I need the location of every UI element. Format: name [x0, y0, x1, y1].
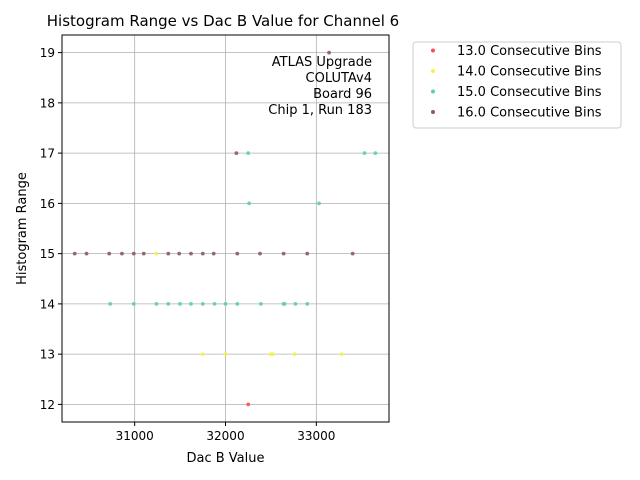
legend-marker [431, 69, 435, 73]
data-point-series-2 [108, 301, 113, 306]
data-point-series-2 [373, 151, 378, 156]
data-point-series-3 [177, 251, 182, 256]
y-tick-label: 14 [40, 297, 55, 311]
data-point-series-2 [282, 301, 287, 306]
data-point-series-1 [154, 251, 159, 256]
y-tick-label: 17 [40, 147, 55, 161]
data-point-series-2 [362, 151, 367, 156]
data-point-series-3 [234, 151, 239, 156]
data-point-series-1 [339, 352, 344, 357]
legend-marker [431, 110, 435, 114]
x-tick-label: 32000 [206, 429, 244, 443]
y-tick-label: 18 [40, 96, 55, 110]
data-point-series-0 [246, 402, 251, 407]
data-point-series-2 [223, 301, 228, 306]
legend: 13.0 Consecutive Bins 14.0 Consecutive Bi… [412, 41, 622, 129]
data-point-series-3 [120, 251, 124, 256]
x-tick-label: 33000 [297, 429, 335, 443]
y-tick-label: 19 [40, 46, 55, 60]
data-point-series-3 [281, 251, 286, 256]
data-point-series-2 [259, 301, 263, 306]
y-tick-label: 13 [40, 348, 55, 362]
x-tick-label: 31000 [116, 429, 154, 443]
legend-label: 15.0 Consecutive Bins [457, 85, 602, 100]
data-point-series-2 [200, 301, 205, 306]
y-axis-label: Histogram Range [15, 172, 30, 285]
data-point-series-2 [235, 301, 240, 306]
y-tick-label: 16 [40, 197, 55, 211]
data-point-series-2 [317, 201, 321, 206]
legend-label: 14.0 Consecutive Bins [457, 65, 602, 80]
data-point-series-2 [293, 301, 298, 306]
axis-ticks: 31000 32000 33000 12 13 14 15 16 17 18 19 [40, 46, 336, 443]
data-point-series-2 [178, 301, 182, 306]
data-point-series-3 [258, 251, 262, 256]
data-point-series-3 [131, 251, 136, 256]
data-point-series-3 [235, 251, 240, 256]
data-point-series-3 [72, 251, 77, 256]
x-axis-label: Dac B Value [186, 451, 264, 466]
data-points [72, 50, 378, 407]
legend-marker [431, 89, 435, 94]
data-point-series-2 [189, 301, 193, 306]
data-point-series-2 [212, 301, 217, 306]
data-point-series-1 [223, 352, 228, 357]
y-tick-label: 12 [40, 398, 55, 412]
data-point-series-3 [84, 251, 89, 256]
data-point-series-3 [350, 251, 355, 256]
data-point-series-3 [211, 251, 216, 256]
data-point-series-2 [154, 301, 159, 306]
data-point-series-3 [166, 251, 171, 256]
annotation-line: Chip 1, Run 183 [268, 103, 372, 118]
chart-title: Histogram Range vs Dac B Value for Chann… [47, 12, 399, 30]
data-point-series-1 [292, 352, 297, 357]
data-point-series-1 [200, 352, 205, 357]
legend-label: 16.0 Consecutive Bins [457, 106, 602, 121]
legend-frame [412, 41, 622, 129]
legend-marker [431, 48, 435, 53]
data-point-series-3 [305, 251, 310, 256]
data-point-series-3 [200, 251, 205, 256]
data-point-series-3 [327, 50, 331, 55]
annotation-line: Board 96 [313, 87, 372, 102]
y-tick-label: 15 [40, 247, 55, 261]
data-point-series-2 [131, 301, 136, 306]
data-point-series-3 [107, 251, 112, 256]
data-point-series-3 [189, 251, 193, 256]
data-point-series-2 [166, 301, 171, 306]
annotation-line: ATLAS Upgrade [272, 55, 372, 70]
data-point-series-2 [246, 151, 251, 156]
annotation-line: COLUTAv4 [306, 71, 372, 86]
data-point-series-3 [141, 251, 146, 256]
legend-label: 13.0 Consecutive Bins [457, 44, 602, 59]
data-point-series-2 [305, 301, 310, 306]
data-point-series-2 [247, 201, 252, 206]
data-point-series-1 [270, 352, 275, 357]
